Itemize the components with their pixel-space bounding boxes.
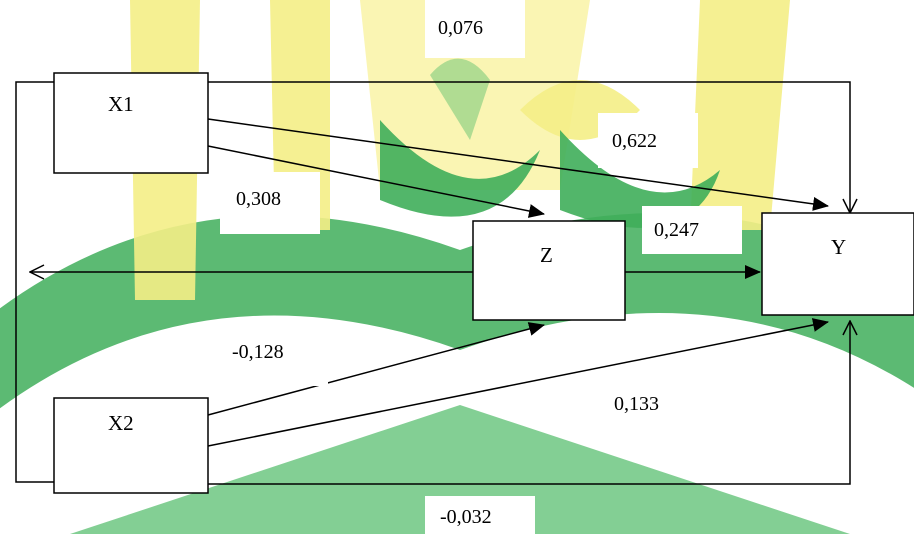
x1-y-top-path <box>208 81 850 213</box>
x2-z-arrow <box>207 322 545 416</box>
node-x2: X2 <box>53 397 209 494</box>
node-y: Y <box>761 212 914 316</box>
node-x2-label: X2 <box>108 411 134 435</box>
coef-z-y: 0,247 <box>654 219 699 241</box>
x2-y-bottom-path <box>208 321 850 485</box>
coef-x2-y: 0,133 <box>614 393 659 415</box>
node-x1-label: X1 <box>108 92 134 116</box>
coef-x1-y-top: 0,076 <box>438 17 483 39</box>
x1-z-arrow <box>207 145 545 218</box>
coefficient-labels: 0,076 0,622 0,308 0,247 -0,128 0,133 -0,… <box>218 0 742 534</box>
coef-x2-y-bottom: -0,032 <box>440 506 492 528</box>
x2-y-arrow <box>207 318 829 447</box>
node-z-label: Z <box>540 243 553 267</box>
node-z: Z <box>472 220 626 321</box>
x1-y-arrow <box>207 118 829 211</box>
node-x1: X1 <box>53 72 209 174</box>
connectors <box>15 81 850 485</box>
coef-x2-z: -0,128 <box>232 341 284 363</box>
node-y-label: Y <box>831 235 846 259</box>
coef-x1-z: 0,308 <box>236 188 281 210</box>
coef-x1-y: 0,622 <box>612 130 657 152</box>
left-bracket-line <box>15 81 54 483</box>
